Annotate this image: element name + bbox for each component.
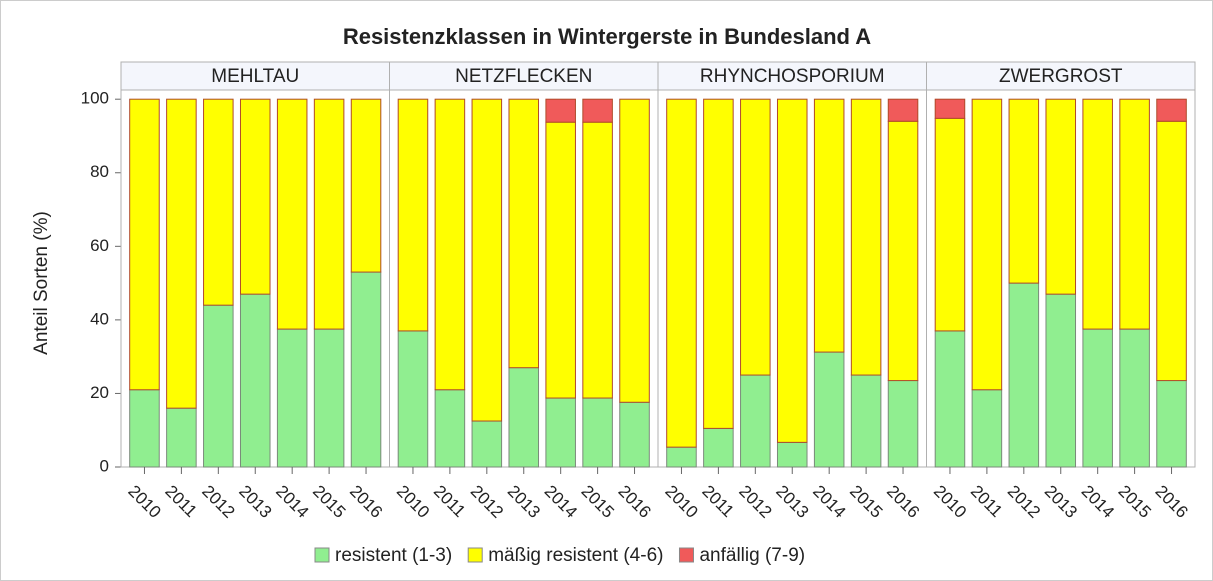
bar-segment xyxy=(166,407,197,468)
bar-segment xyxy=(129,389,160,468)
y-tick-label: 100 xyxy=(81,89,109,108)
bar-segment xyxy=(434,389,466,468)
bar-segment xyxy=(887,120,919,382)
bar-segment xyxy=(239,98,271,295)
legend-label: resistent (1-3) xyxy=(335,545,452,566)
bar-segment xyxy=(1008,98,1040,284)
bar-segment xyxy=(582,397,613,468)
bar-segment xyxy=(508,98,540,369)
bar-segment xyxy=(703,427,734,468)
bar-segment xyxy=(1045,98,1077,295)
bar-segment xyxy=(666,446,697,468)
bar-segment xyxy=(887,380,919,468)
facet-header xyxy=(926,61,1196,91)
facet-title: RHYNCHOSPORIUM xyxy=(700,66,885,87)
bar-segment xyxy=(971,389,1003,468)
bar-segment xyxy=(508,367,540,468)
bar-segment xyxy=(703,98,734,429)
bar-segment xyxy=(934,117,966,332)
bar-segment xyxy=(1156,380,1187,468)
y-axis-label: Anteil Sorten (%) xyxy=(31,211,52,355)
bar-segment xyxy=(203,304,234,468)
bar-segment xyxy=(740,98,771,376)
bar-segment xyxy=(397,330,429,468)
bar-segment xyxy=(276,98,308,330)
facet-title: ZWERGROST xyxy=(999,66,1123,87)
bar-segment xyxy=(971,98,1003,391)
bar-segment xyxy=(166,98,197,409)
bar-segment xyxy=(239,293,271,468)
bar-segment xyxy=(129,98,160,391)
bar-segment xyxy=(1082,328,1113,468)
bar-segment xyxy=(850,98,882,376)
legend-swatch xyxy=(678,547,694,563)
bar-segment xyxy=(545,397,576,468)
bar-segment xyxy=(276,328,308,468)
bar-segment xyxy=(350,271,382,468)
bar-segment xyxy=(776,441,808,468)
bar-segment xyxy=(776,98,808,443)
y-tick-label: 60 xyxy=(90,236,109,255)
legend-swatch xyxy=(467,547,483,563)
bar-segment xyxy=(434,98,466,391)
y-tick-label: 20 xyxy=(90,383,109,402)
bar-segment xyxy=(313,98,345,330)
bar-segment xyxy=(850,374,882,468)
chart-title: Resistenzklassen in Wintergerste in Bund… xyxy=(343,24,871,49)
legend-label: mäßig resistent (4-6) xyxy=(488,545,663,566)
bar-segment xyxy=(203,98,234,306)
bar-segment xyxy=(1008,282,1040,468)
bar-segment xyxy=(313,328,345,468)
bar-segment xyxy=(1156,120,1187,382)
bar-segment xyxy=(740,374,771,468)
y-tick-label: 0 xyxy=(100,456,109,475)
y-tick-label: 80 xyxy=(90,162,109,181)
bar-segment xyxy=(1082,98,1113,330)
bar-segment xyxy=(934,98,966,119)
facet-header xyxy=(657,61,927,91)
facet-title: MEHLTAU xyxy=(211,66,299,87)
bar-segment xyxy=(471,98,503,422)
bar-segment xyxy=(1045,293,1077,468)
legend-label: anfällig (7-9) xyxy=(699,545,805,566)
bar-segment xyxy=(545,121,576,399)
bar-segment xyxy=(619,401,650,468)
bar-segment xyxy=(1156,98,1187,122)
bar-segment xyxy=(350,98,382,273)
legend-swatch xyxy=(314,547,330,563)
bar-segment xyxy=(1119,98,1150,330)
y-tick-label: 40 xyxy=(90,309,109,328)
bar-segment xyxy=(397,98,429,332)
bar-segment xyxy=(887,98,919,122)
bar-segment xyxy=(471,420,503,468)
bar-segment xyxy=(934,330,966,468)
bar-segment xyxy=(666,98,697,448)
bar-segment xyxy=(582,98,613,123)
facet-title: NETZFLECKEN xyxy=(455,66,592,87)
bar-segment xyxy=(582,121,613,399)
bar-segment xyxy=(619,98,650,403)
bar-segment xyxy=(545,98,576,123)
bar-segment xyxy=(813,351,845,468)
bar-segment xyxy=(813,98,845,353)
bar-segment xyxy=(1119,328,1150,468)
